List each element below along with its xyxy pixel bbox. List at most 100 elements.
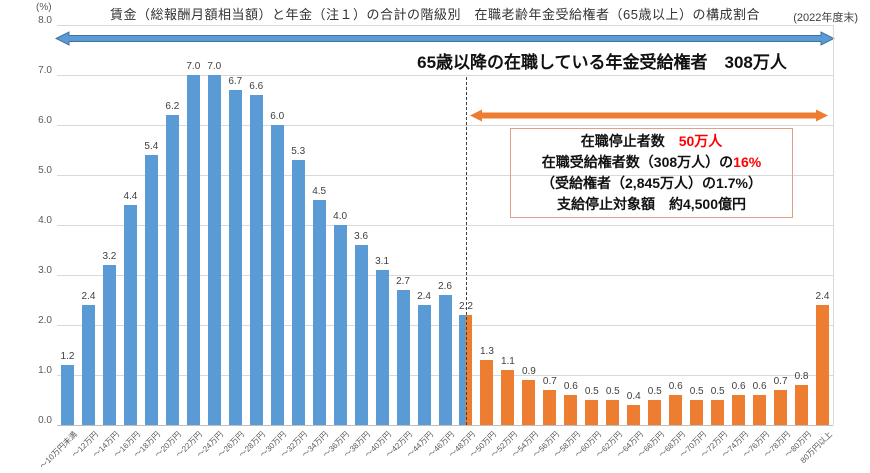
bar xyxy=(543,390,557,425)
bar xyxy=(123,205,137,425)
bar xyxy=(249,95,263,425)
working-pensioners-annotation: 65歳以降の在職している年金受給権者 308万人 xyxy=(417,53,787,72)
bar-value-label: 7.0 xyxy=(186,61,201,72)
bar xyxy=(732,395,746,425)
bar-value-label: 4.4 xyxy=(123,191,138,202)
bar xyxy=(60,365,74,425)
bar-value-label: 2.4 xyxy=(81,291,96,302)
info-line2-value: 16% xyxy=(733,154,762,170)
bar xyxy=(501,370,515,425)
bar xyxy=(354,245,368,425)
plot-right-border xyxy=(833,25,834,425)
bar xyxy=(480,360,494,425)
bar-value-label: 1.2 xyxy=(60,351,75,362)
bar-value-label: 0.5 xyxy=(710,386,725,397)
bar-value-label: 0.5 xyxy=(584,386,599,397)
info-line-share-of-working: 在職受給権者数（308万人）の16% xyxy=(511,152,792,173)
info-line1-label: 在職停止者数 xyxy=(580,133,665,149)
date-note: (2022年度末) xyxy=(793,12,858,24)
bar-value-label: 0.6 xyxy=(668,381,683,392)
bar-value-label: 2.2 xyxy=(459,301,473,312)
bar xyxy=(144,155,158,425)
gridline xyxy=(57,24,833,26)
info-line2-prefix: 在職受給権者数（308万人）の xyxy=(541,154,734,170)
bar xyxy=(102,265,116,425)
info-line-suspended-count: 在職停止者数 50万人 xyxy=(511,131,792,152)
bar xyxy=(270,125,284,425)
bar-value-label: 1.1 xyxy=(500,356,515,367)
bar-value-label: 0.4 xyxy=(626,391,641,402)
bar-value-label: 3.1 xyxy=(375,256,390,267)
y-tick-label: 5.0 xyxy=(38,165,52,176)
gridline xyxy=(57,274,833,276)
bar-value-label: 2.4 xyxy=(417,291,431,302)
y-tick-label: 8.0 xyxy=(38,15,52,26)
y-tick-label: 1.0 xyxy=(38,365,52,376)
y-tick-label: 2.0 xyxy=(38,315,52,326)
bar-value-label: 0.5 xyxy=(689,386,704,397)
y-tick-label: 4.0 xyxy=(38,215,52,226)
bar xyxy=(228,90,242,425)
bar xyxy=(417,305,431,425)
bar xyxy=(774,390,788,425)
y-axis-unit-label: (%) xyxy=(36,2,52,13)
bar-value-label: 4.0 xyxy=(333,211,348,222)
bar xyxy=(207,75,221,425)
suspension-info-box: 在職停止者数 50万人 在職受給権者数（308万人）の16% （受給権者（2,84… xyxy=(510,128,793,218)
bar-value-label: 4.5 xyxy=(312,186,327,197)
bar-value-label: 2.6 xyxy=(438,281,452,292)
bar xyxy=(711,400,725,425)
threshold-divider-line xyxy=(466,77,467,425)
bar xyxy=(585,400,599,425)
y-tick-label: 6.0 xyxy=(38,115,52,126)
bar xyxy=(459,315,473,425)
gridline xyxy=(57,74,833,76)
bar xyxy=(396,290,410,425)
bar-value-label: 0.6 xyxy=(731,381,746,392)
x-axis-line xyxy=(57,424,833,426)
orange-range-double-arrow xyxy=(470,109,828,122)
bar-value-label: 0.5 xyxy=(605,386,620,397)
bar-value-label: 6.2 xyxy=(165,101,180,112)
bar xyxy=(438,295,452,425)
bar xyxy=(627,405,641,425)
bar xyxy=(606,400,620,425)
bar-value-label: 5.3 xyxy=(291,146,306,157)
bar xyxy=(669,395,683,425)
bar-value-label: 3.2 xyxy=(102,251,117,262)
y-tick-label: 3.0 xyxy=(38,265,52,276)
bar-value-label: 2.7 xyxy=(396,276,410,287)
chart-title: 賃金（総報酬月額相当額）と年金（注１）の合計の階級別 在職老齢年金受給権者（65… xyxy=(110,7,760,22)
bar-value-label: 7.0 xyxy=(207,61,222,72)
bar-value-label: 2.4 xyxy=(815,291,830,302)
bar-value-label: 5.4 xyxy=(144,141,159,152)
bar-value-label: 0.7 xyxy=(773,376,788,387)
bar-value-label: 6.7 xyxy=(228,76,243,87)
y-tick-label: 0.0 xyxy=(38,415,52,426)
info-line-share-of-all: （受給権者（2,845万人）の1.7%） xyxy=(541,175,762,191)
gridline xyxy=(57,174,833,176)
bar xyxy=(291,160,305,425)
bar xyxy=(690,400,704,425)
bar xyxy=(333,225,347,425)
blue-range-double-arrow xyxy=(55,31,835,46)
bar xyxy=(795,385,809,425)
bar xyxy=(753,395,767,425)
bar xyxy=(648,400,662,425)
gridline xyxy=(57,124,833,126)
bar-value-label: 0.5 xyxy=(647,386,662,397)
bar xyxy=(522,380,536,425)
bar-value-label: 0.8 xyxy=(794,371,809,382)
bar xyxy=(816,305,829,425)
bar-value-label: 0.6 xyxy=(563,381,578,392)
gridline xyxy=(57,224,833,226)
bar-value-label: 3.6 xyxy=(354,231,369,242)
info-line-suspended-amount: 支給停止対象額 約4,500億円 xyxy=(556,196,747,212)
bar-value-label: 0.6 xyxy=(752,381,767,392)
bar xyxy=(375,270,389,425)
bar-value-label: 6.0 xyxy=(270,111,285,122)
bar-value-label: 6.6 xyxy=(249,81,264,92)
bar xyxy=(165,115,179,425)
bar-value-label: 1.3 xyxy=(479,346,494,357)
